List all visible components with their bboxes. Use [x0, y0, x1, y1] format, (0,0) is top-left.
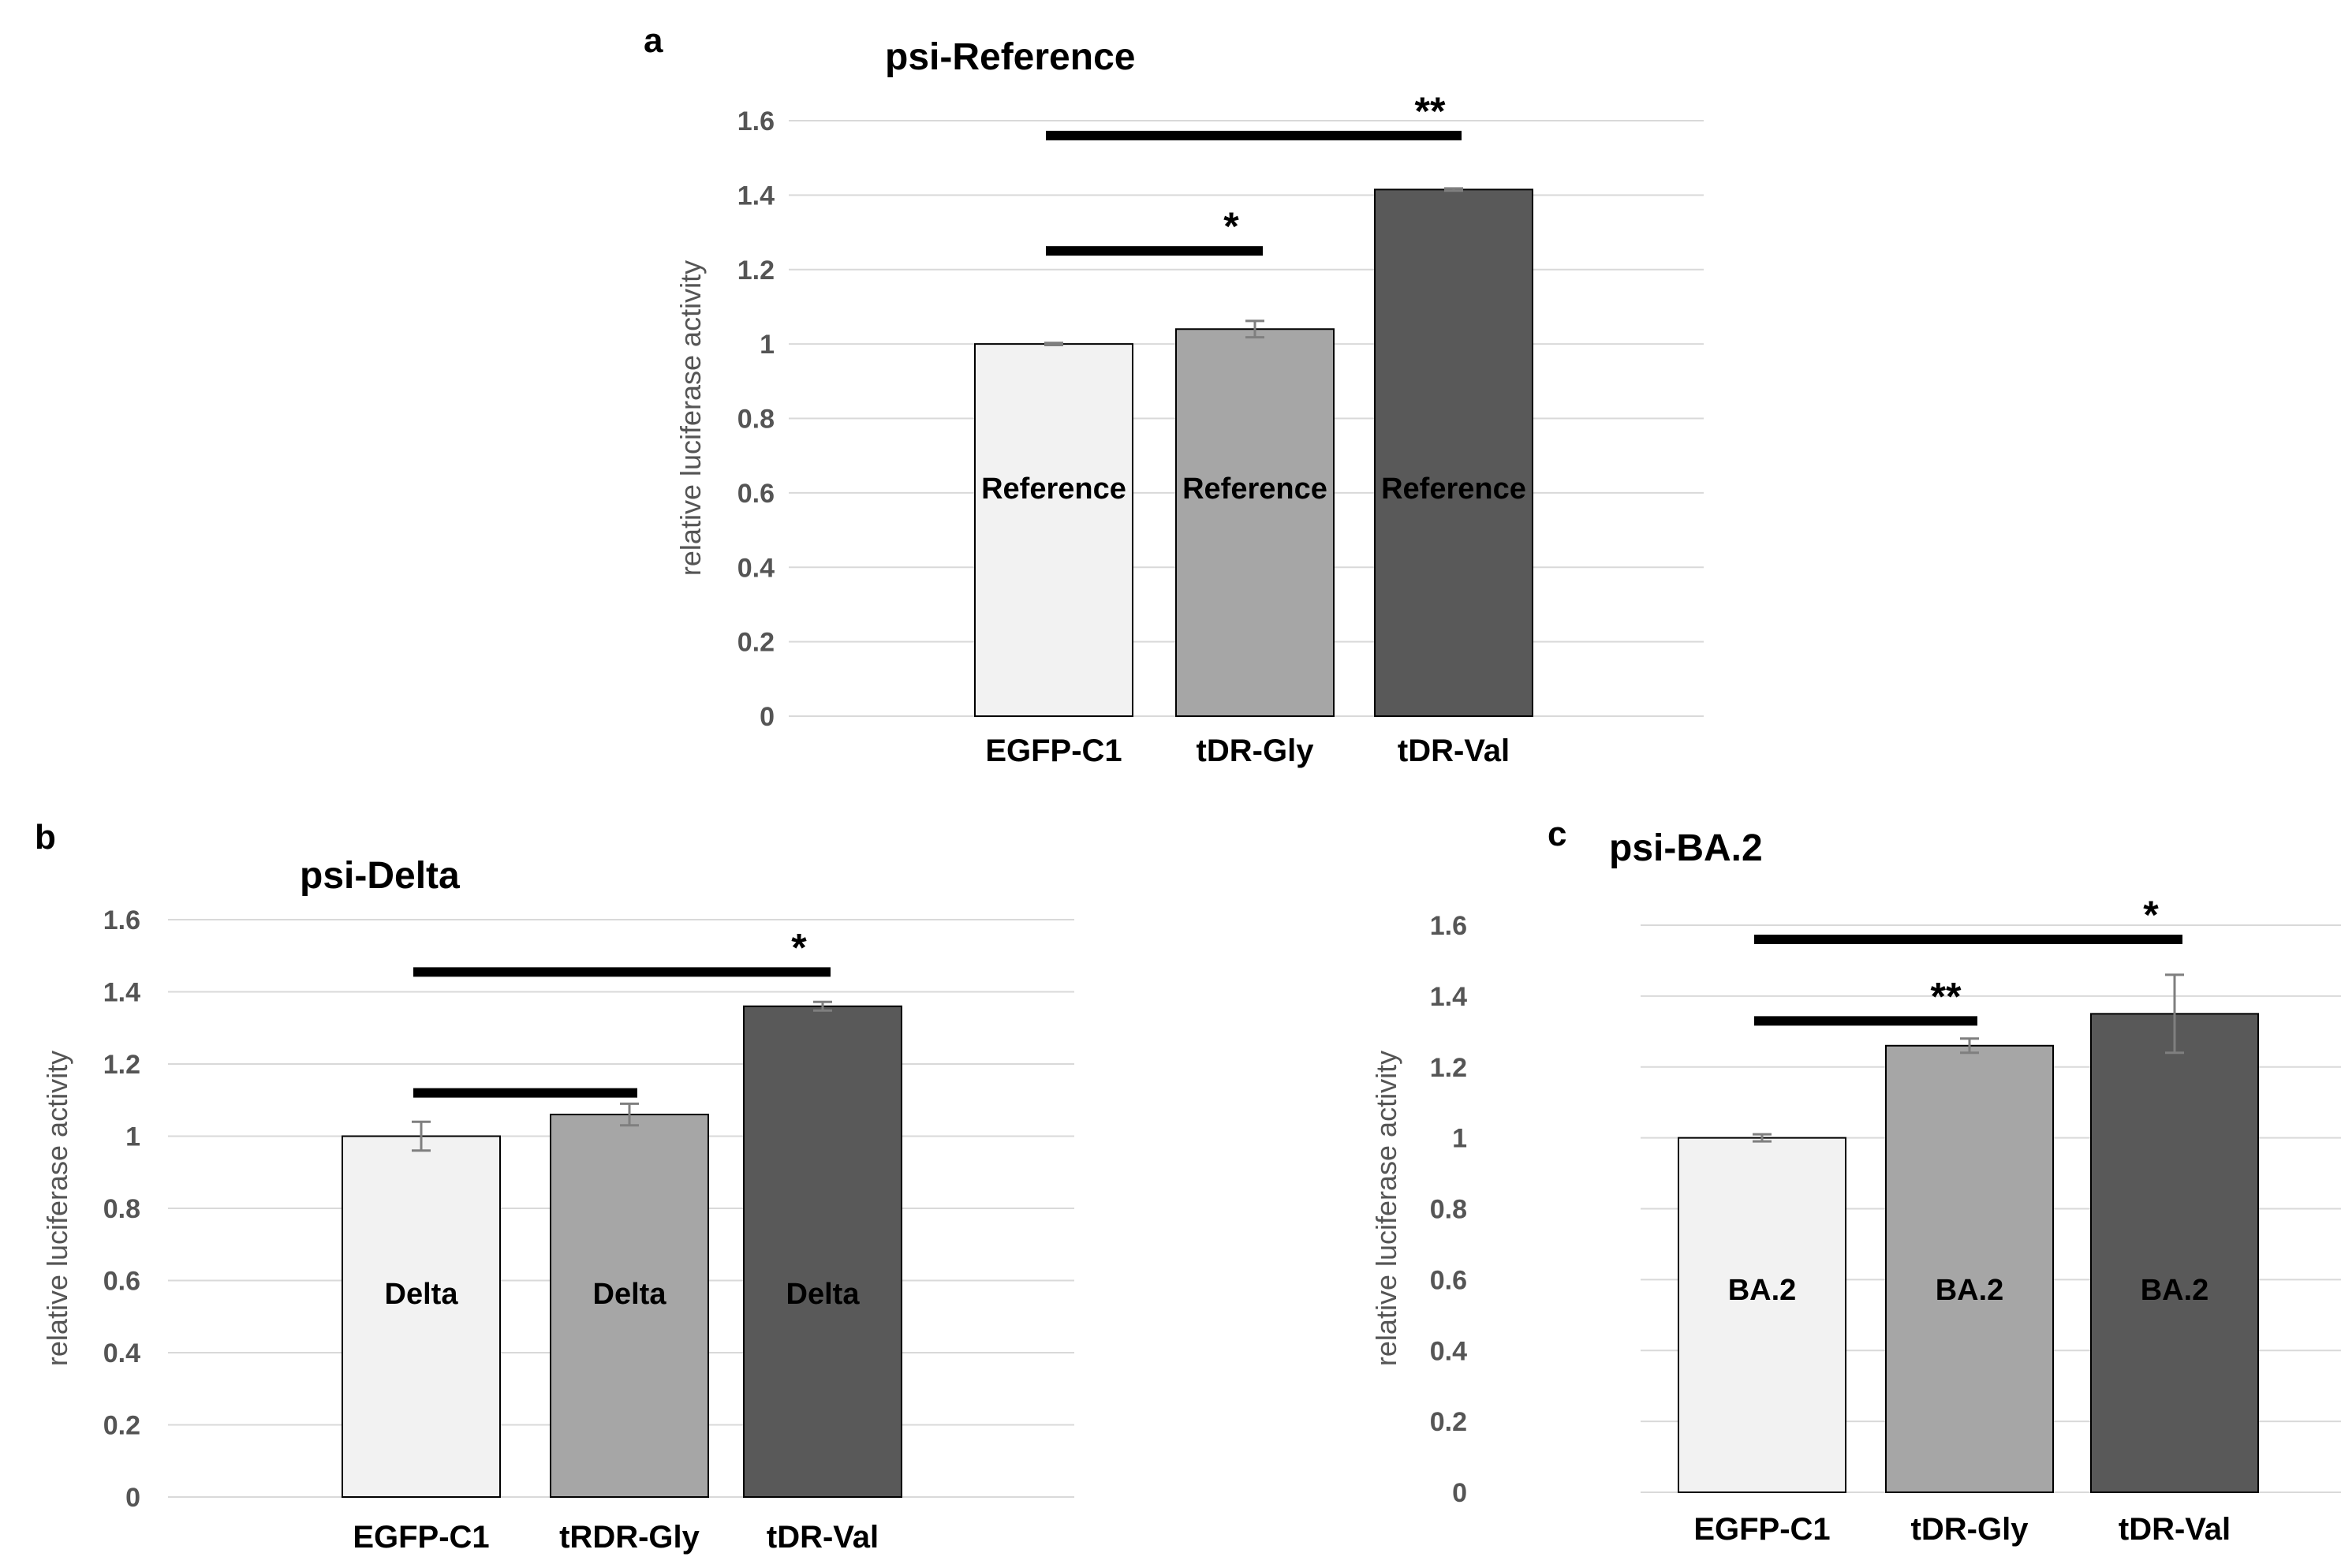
bar-label: Delta — [593, 1278, 667, 1311]
bar — [1374, 189, 1533, 717]
chart-title: psi-BA.2 — [1609, 827, 1763, 869]
x-tick-label: tDR-Val — [767, 1520, 879, 1555]
y-axis-label: relative luciferase activity — [1370, 1051, 1402, 1366]
significance-label: * — [2143, 893, 2159, 937]
y-tick-label: 0.2 — [1430, 1407, 1467, 1437]
panel-letter: c — [1548, 815, 1566, 853]
x-tick-label: tDR-Val — [1398, 734, 1510, 768]
y-tick-label: 1.6 — [103, 905, 140, 935]
bar-label: Reference — [981, 472, 1126, 506]
bar-label: BA.2 — [1728, 1274, 1797, 1307]
x-tick-label: tDR-Val — [2119, 1512, 2231, 1547]
panel-b: b psi-Delta 0 0.2 0.4 0.6 0.8 1 1.2 1.4 1.6 relativ… — [35, 818, 1074, 1555]
y-tick-label: 0 — [760, 702, 775, 732]
x-tick-label: EGFP-C1 — [353, 1520, 489, 1555]
y-tick-label: 0.6 — [103, 1267, 140, 1297]
y-tick-label: 0.2 — [103, 1411, 140, 1441]
significance-label: * — [791, 925, 807, 969]
y-tick-label: 1.6 — [737, 106, 775, 136]
bar-label: BA.2 — [2141, 1274, 2209, 1307]
y-tick-label: 1.2 — [1430, 1053, 1467, 1083]
y-tick-label: 0.6 — [1430, 1265, 1467, 1295]
panel-a: a psi-Reference 0 0.2 0.4 0.6 0.8 1 1.2 1.4 1.6 rel… — [644, 21, 1704, 768]
bar — [1175, 328, 1335, 717]
y-tick-label: 0.6 — [737, 479, 775, 509]
x-tick-label: tDR-Gly — [1197, 734, 1315, 768]
y-tick-label: 0.4 — [737, 553, 775, 583]
y-tick-label: 0.4 — [103, 1338, 140, 1368]
y-tick-label: 1.4 — [1430, 982, 1467, 1012]
bar — [743, 1005, 902, 1499]
y-tick-label: 1 — [760, 330, 775, 360]
bar-label: Delta — [786, 1278, 861, 1311]
panel-letter: b — [35, 818, 56, 857]
y-tick-label: 0.8 — [737, 405, 775, 435]
y-tick-label: 1.2 — [103, 1050, 140, 1080]
bar — [1885, 1044, 2054, 1493]
y-tick-label: 1.4 — [737, 181, 775, 211]
y-axis-label: relative luciferase activity — [41, 1051, 73, 1366]
y-tick-label: 1 — [125, 1122, 140, 1152]
significance-label: ** — [1415, 89, 1446, 133]
x-tick-label: tRDR-Gly — [559, 1520, 700, 1555]
y-tick-label: 0 — [1452, 1478, 1467, 1508]
y-tick-label: 0.8 — [1430, 1195, 1467, 1225]
bar-label: Reference — [1381, 472, 1526, 506]
bar-label: BA.2 — [1936, 1274, 2004, 1307]
y-tick-label: 1.6 — [1430, 911, 1467, 941]
y-tick-label: 1.2 — [737, 256, 775, 286]
chart-title: psi-Delta — [300, 855, 460, 897]
bar-label: Reference — [1182, 472, 1327, 506]
significance-label: ** — [1931, 974, 1962, 1018]
panel-c: c psi-BA.2 0 0.2 0.4 0.6 0.8 1 1.2 1.4 1.6 relative… — [1370, 815, 2341, 1547]
y-tick-label: 0.2 — [737, 628, 775, 658]
y-axis-label: relative luciferase activity — [674, 260, 707, 576]
y-tick-label: 1.4 — [103, 978, 140, 1008]
bar — [550, 1114, 709, 1499]
y-tick-label: 0.8 — [103, 1194, 140, 1224]
panel-letter: a — [644, 21, 663, 60]
x-tick-label: EGFP-C1 — [985, 734, 1122, 768]
bar — [2090, 1013, 2259, 1493]
significance-label: * — [1223, 204, 1239, 248]
chart-title: psi-Reference — [885, 36, 1135, 78]
y-tick-label: 0 — [125, 1483, 140, 1513]
bar-label: Delta — [385, 1278, 459, 1311]
y-tick-label: 1 — [1452, 1124, 1467, 1154]
y-tick-label: 0.4 — [1430, 1336, 1467, 1366]
x-tick-label: tDR-Gly — [1911, 1512, 2029, 1547]
bar — [974, 343, 1133, 717]
bar — [1678, 1137, 1846, 1493]
bar — [342, 1135, 501, 1498]
x-tick-label: EGFP-C1 — [1693, 1512, 1830, 1547]
